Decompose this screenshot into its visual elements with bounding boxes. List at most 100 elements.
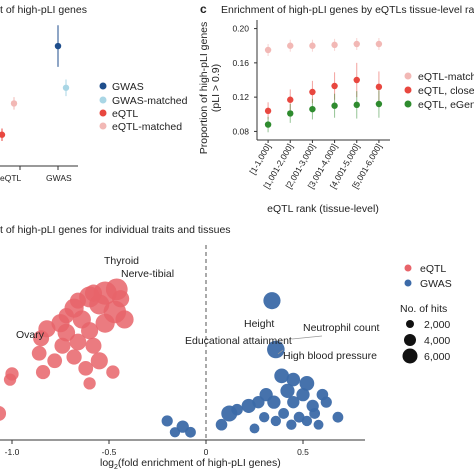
panel-c-marks bbox=[264, 38, 383, 133]
panel-c-point bbox=[331, 82, 338, 90]
panel-c-point bbox=[264, 121, 272, 128]
panel-c-title: Enrichment of high-pLI genes by eQTLs ti… bbox=[221, 4, 474, 16]
panel-b-point-eqtl bbox=[81, 322, 99, 340]
panel-a: t of high-pLI genes eQTL GWAS GWAS GWAS-… bbox=[0, 4, 188, 183]
panel-c-ytick-008: 0.08 bbox=[232, 126, 249, 136]
panel-c-point bbox=[287, 96, 294, 103]
legend-a-eqtl-label: eQTL bbox=[112, 108, 138, 120]
panel-c-ylabel-line2: (pLI > 0.9) bbox=[210, 64, 222, 112]
panel-b-point-eqtl bbox=[35, 364, 51, 380]
panel-c-point bbox=[353, 76, 360, 84]
legend-c-matched-label: eQTL-matched bbox=[418, 71, 474, 83]
panel-b-point-eqtl bbox=[66, 349, 82, 365]
panel-b-xtick-label: -1.0 bbox=[5, 447, 20, 457]
panel-b-point-eqtl bbox=[106, 365, 120, 379]
panel-b-point-gwas bbox=[267, 395, 281, 409]
panel-b-xlabel-sub: 2 bbox=[114, 464, 118, 471]
legend-a-eqtl-swatch bbox=[99, 109, 107, 117]
panel-c-point bbox=[287, 42, 294, 49]
legend-b-eqtl-label: eQTL bbox=[420, 263, 446, 275]
panel-b-xtick-label: 0 bbox=[204, 447, 209, 457]
annotation-leader-neutrophil bbox=[291, 335, 323, 340]
legend-a-eqtl-matched-swatch bbox=[99, 122, 107, 130]
panel-b-point-gwas bbox=[161, 415, 173, 427]
legend-a-gwas-swatch bbox=[99, 82, 107, 90]
legend-c-closest-swatch bbox=[404, 86, 412, 94]
panel-b-point-eqtl bbox=[84, 284, 103, 302]
annotation-high-blood-pressure: High blood pressure bbox=[283, 350, 377, 362]
panel-a-tick-label-eqtl: eQTL bbox=[0, 173, 22, 183]
legend-a-gwas-matched-label: GWAS-matched bbox=[112, 95, 188, 107]
annotation-nerve-tibial: Nerve-tibial bbox=[121, 268, 174, 280]
panel-b-point-eqtl bbox=[54, 337, 71, 354]
panel-b-point-gwas bbox=[215, 418, 228, 431]
size-legend-2000-label: 2,000 bbox=[424, 319, 450, 331]
legend-b-eqtl-swatch bbox=[404, 264, 412, 272]
panel-b-title: t of high-pLI genes for individual trait… bbox=[0, 224, 231, 236]
panel-c-ytick-020: 0.20 bbox=[232, 24, 249, 34]
panel-b-point-gwas bbox=[221, 405, 238, 422]
panel-a-title: t of high-pLI genes bbox=[0, 4, 87, 16]
panel-b-xlabel-log: log bbox=[100, 457, 114, 469]
panel-c-point bbox=[309, 105, 316, 113]
panel-a-marks bbox=[0, 25, 70, 141]
panel-b-xticks: -1.0 -0.5 0 0.5 bbox=[5, 440, 309, 457]
panel-b-point-gwas bbox=[287, 396, 300, 409]
panel-c-point bbox=[331, 102, 338, 109]
panel-c-point bbox=[309, 42, 316, 49]
panel-c-point bbox=[375, 83, 383, 91]
panel-a-point-gwas-matched bbox=[62, 84, 70, 91]
panel-b-xtick-label: 0.5 bbox=[297, 447, 309, 457]
panel-b-point-eqtl bbox=[3, 373, 17, 386]
panel-b-point-gwas bbox=[169, 427, 181, 438]
panel-b-xtick-label: -0.5 bbox=[102, 447, 117, 457]
panel-b-point-gwas bbox=[332, 411, 344, 423]
panel-b-point-gwas bbox=[185, 426, 196, 438]
panel-b-point-gwas bbox=[320, 396, 332, 408]
panel-c-letter: c bbox=[200, 2, 207, 16]
panel-b-point-gwas bbox=[280, 383, 295, 398]
panel-b-point-eqtl bbox=[78, 360, 94, 376]
panel-a-tick-label-gwas: GWAS bbox=[46, 173, 72, 183]
size-legend-2000-circle bbox=[406, 320, 414, 328]
panel-a-point-eqtl-matched bbox=[10, 100, 18, 107]
panel-b-point-gwas bbox=[259, 412, 270, 423]
annotation-educational-attainment: Educational attainment bbox=[185, 335, 292, 347]
panel-b-point-gwas bbox=[263, 292, 281, 310]
panel-b-point-eqtl bbox=[85, 337, 102, 354]
panel-b-point-eqtl bbox=[0, 405, 7, 421]
annotation-thyroid: Thyroid bbox=[104, 255, 139, 267]
panel-c-ytick-012: 0.12 bbox=[232, 92, 249, 102]
panel-b-xlabel: log2(fold enrichment of high-pLI genes) bbox=[100, 457, 281, 471]
panel-b-point-eqtl bbox=[112, 290, 130, 308]
panel-b-point-gwas bbox=[267, 340, 285, 359]
panel-b-point-gwas bbox=[270, 415, 282, 427]
panel-b-point-gwas bbox=[301, 415, 313, 427]
size-legend-title: No. of hits bbox=[400, 303, 447, 315]
panel-a-legend: GWAS GWAS-matched eQTL eQTL-matched bbox=[99, 81, 188, 133]
size-legend-4000-label: 4,000 bbox=[424, 335, 450, 347]
panel-b-point-gwas bbox=[241, 398, 256, 414]
panel-b-xlabel-rest: (fold enrichment of high-pLI genes) bbox=[118, 457, 281, 469]
size-legend-6000-label: 6,000 bbox=[424, 351, 450, 363]
panel-b-point-gwas bbox=[249, 423, 260, 434]
panel-b-point-gwas bbox=[299, 375, 315, 391]
panel-b-legend: eQTL GWAS No. of hits 2,000 4,000 6,000 bbox=[400, 263, 452, 364]
panel-b-point-gwas bbox=[286, 419, 297, 430]
panel-c-point bbox=[309, 88, 316, 96]
annotation-ovary: Ovary bbox=[16, 329, 45, 341]
annotation-height: Height bbox=[244, 318, 274, 330]
legend-b-gwas-swatch bbox=[404, 279, 412, 287]
legend-c-closest-label: eQTL, closest bbox=[418, 85, 474, 97]
panel-b-point-gwas bbox=[309, 408, 321, 419]
panel-b-point-gwas bbox=[274, 368, 290, 384]
panel-b-point-gwas bbox=[286, 372, 301, 387]
panel-b-point-eqtl bbox=[31, 345, 47, 361]
panel-c-ytick-016: 0.16 bbox=[232, 58, 249, 68]
panel-c-point bbox=[353, 40, 360, 48]
panel-c-point bbox=[264, 46, 272, 54]
annotation-neutrophil-count: Neutrophil count bbox=[303, 322, 380, 334]
panel-c-point bbox=[287, 110, 294, 117]
panel-b-point-eqtl bbox=[69, 333, 87, 351]
panel-b-point-eqtl bbox=[47, 353, 63, 369]
